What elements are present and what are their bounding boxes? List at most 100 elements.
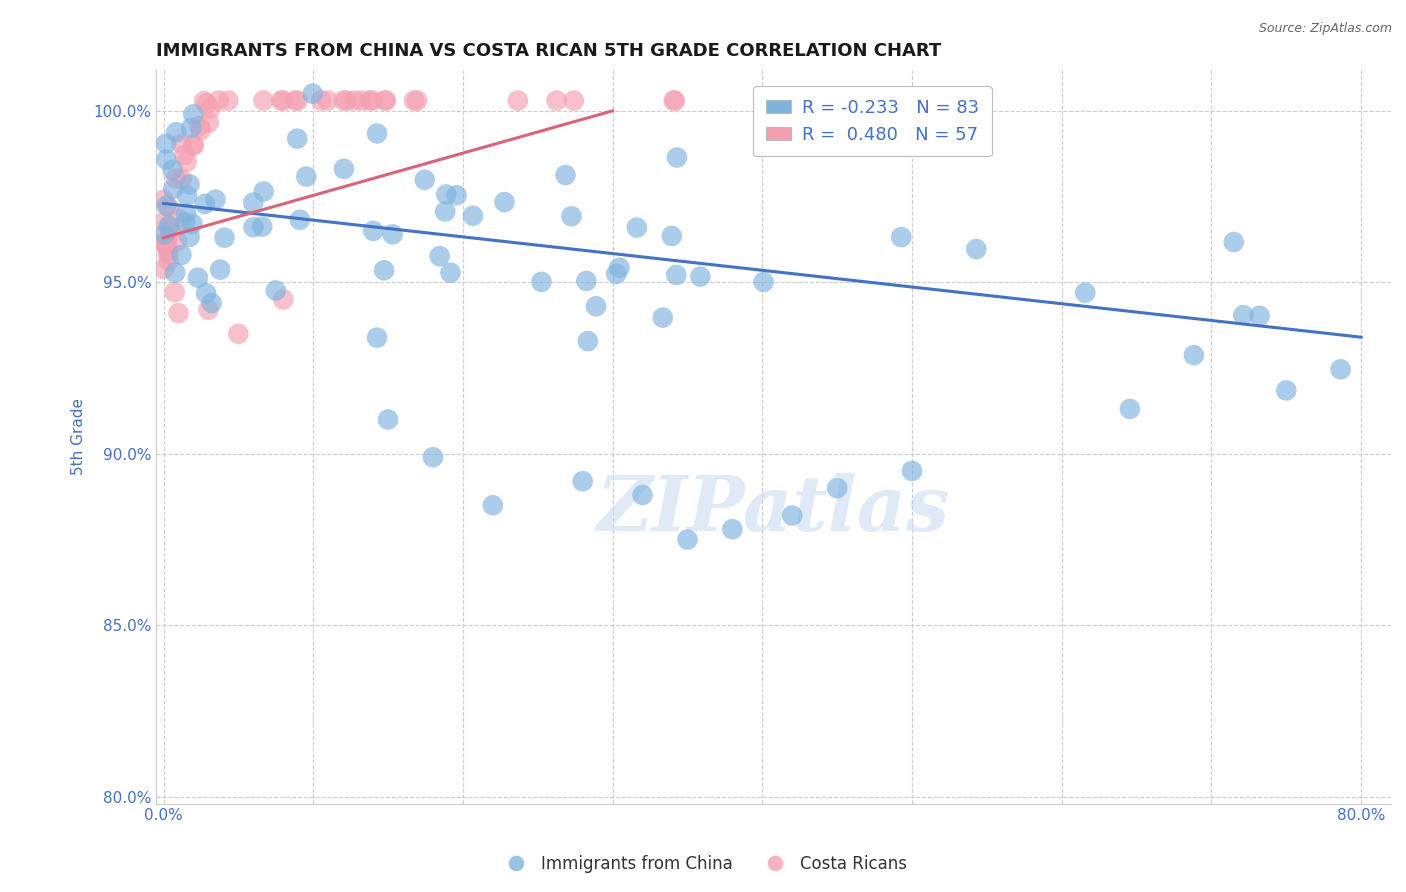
Point (252, 219, 274, 234)
Point (661, 229, 683, 244)
Point (309, 94, 332, 108)
Text: IMMIGRANTS FROM CHINA VS COSTA RICAN 5TH GRADE CORRELATION CHART: IMMIGRANTS FROM CHINA VS COSTA RICAN 5TH… (156, 42, 941, 60)
Point (1182, 348, 1205, 362)
Point (1074, 285, 1097, 300)
Point (170, 248, 193, 262)
Point (253, 185, 276, 199)
Point (271, 94, 294, 108)
Point (333, 94, 356, 108)
Point (153, 261, 176, 276)
Point (270, 94, 292, 108)
Point (162, 162, 184, 177)
Point (406, 94, 429, 108)
Point (152, 193, 174, 207)
Point (159, 226, 181, 240)
Point (1232, 308, 1254, 322)
Point (228, 326, 250, 341)
Point (153, 214, 176, 228)
Point (461, 209, 484, 223)
Point (609, 260, 631, 275)
Point (721, 522, 744, 536)
Point (194, 197, 217, 211)
Text: Source: ZipAtlas.com: Source: ZipAtlas.com (1258, 22, 1392, 36)
Point (662, 94, 685, 108)
Point (301, 87, 323, 101)
Point (204, 193, 226, 207)
Point (665, 268, 688, 282)
Point (295, 169, 318, 184)
Point (377, 412, 399, 426)
Point (901, 464, 924, 478)
Point (554, 168, 576, 182)
Point (373, 263, 395, 277)
Point (163, 285, 186, 300)
Point (162, 182, 184, 196)
Point (174, 206, 197, 220)
Point (651, 310, 673, 325)
Point (374, 94, 396, 108)
Point (188, 119, 211, 133)
Point (560, 209, 582, 223)
Point (252, 94, 274, 108)
Point (181, 217, 204, 231)
Point (1275, 384, 1298, 398)
Point (271, 293, 294, 307)
Point (374, 94, 396, 108)
Point (167, 212, 190, 227)
Y-axis label: 5th Grade: 5th Grade (72, 398, 86, 475)
Point (429, 249, 451, 263)
Point (153, 227, 176, 242)
Point (156, 237, 179, 252)
Point (562, 94, 585, 108)
Point (546, 94, 568, 108)
Point (197, 302, 219, 317)
Text: ZIPatlas: ZIPatlas (598, 473, 950, 547)
Point (752, 275, 775, 289)
Point (1329, 362, 1351, 376)
Point (434, 204, 457, 219)
Point (156, 244, 179, 258)
Point (288, 212, 311, 227)
Point (193, 94, 215, 108)
Point (181, 107, 204, 121)
Point (174, 216, 197, 230)
Point (165, 171, 187, 186)
Point (1249, 309, 1271, 323)
Point (381, 227, 404, 242)
Point (157, 201, 180, 215)
Point (825, 481, 848, 495)
Point (170, 136, 193, 151)
Point (575, 274, 598, 288)
Point (156, 239, 179, 253)
Point (242, 195, 264, 210)
Point (626, 220, 648, 235)
Point (333, 161, 356, 176)
Point (689, 269, 711, 284)
Point (195, 286, 218, 301)
Point (157, 247, 180, 261)
Point (264, 284, 287, 298)
Point (207, 94, 229, 108)
Point (366, 127, 388, 141)
Point (153, 236, 176, 251)
Point (209, 262, 232, 277)
Legend: Immigrants from China, Costa Ricans: Immigrants from China, Costa Ricans (492, 848, 914, 880)
Point (890, 230, 912, 244)
Point (157, 221, 180, 235)
Point (576, 334, 599, 348)
Point (335, 94, 357, 108)
Point (605, 267, 627, 281)
Point (179, 178, 201, 192)
Point (446, 188, 468, 202)
Point (155, 199, 177, 213)
Point (585, 299, 607, 313)
Point (494, 195, 516, 210)
Legend: R = -0.233   N = 83, R =  0.480   N = 57: R = -0.233 N = 83, R = 0.480 N = 57 (754, 86, 991, 156)
Point (187, 270, 209, 285)
Point (166, 234, 188, 248)
Point (157, 253, 180, 268)
Point (201, 296, 224, 310)
Point (176, 154, 198, 169)
Point (413, 172, 436, 186)
Point (506, 94, 529, 108)
